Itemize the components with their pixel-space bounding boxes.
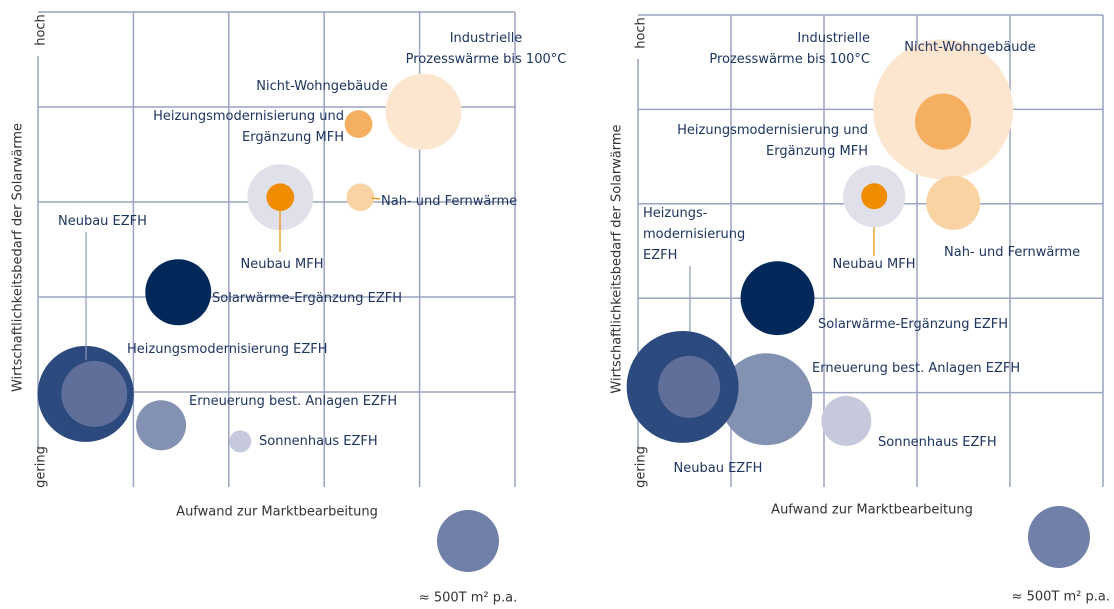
bubble bbox=[821, 395, 872, 446]
bubble bbox=[346, 183, 375, 212]
bubble-label: Solarwärme-Ergänzung EZFH bbox=[818, 317, 1008, 332]
bubble-label: Heizungsmodernisierung und Ergänzung MFH bbox=[153, 109, 344, 145]
bubble-label: Solarwärme-Ergänzung EZFH bbox=[212, 291, 402, 306]
bubble bbox=[658, 355, 721, 418]
leader-line bbox=[371, 197, 381, 200]
bubble-label: Heizungs-modernisierung EZFH bbox=[643, 206, 745, 263]
bubble bbox=[385, 73, 462, 150]
bubble bbox=[720, 353, 813, 446]
bubble-label: Neubau EZFH bbox=[58, 214, 147, 229]
bubble-label: Nicht-Wohngebäude bbox=[904, 40, 1035, 55]
bubble-label: Neubau MFH bbox=[240, 257, 323, 272]
bubble bbox=[266, 183, 295, 212]
bubble-label: Nah- und Fernwärme bbox=[381, 194, 517, 209]
bubble bbox=[344, 110, 373, 138]
bubble-label: Erneuerung best. Anlagen EZFH bbox=[189, 394, 397, 409]
y-high-label: hoch bbox=[634, 17, 649, 49]
bubble bbox=[926, 175, 981, 230]
bubble-label: Sonnenhaus EZFH bbox=[878, 435, 997, 450]
x-axis-label: Aufwand zur Marktbearbeitung bbox=[771, 503, 973, 518]
bubble-label: Erneuerung best. Anlagen EZFH bbox=[812, 361, 1020, 376]
bubble-label: Industrielle Prozesswärme bis 100°C bbox=[406, 31, 567, 67]
y-low-label: gering bbox=[634, 446, 649, 488]
y-axis-label: Wirtschaftlichkeitsbedarf der Solarwärme bbox=[11, 123, 26, 392]
y-low-label: gering bbox=[34, 446, 49, 488]
bubble bbox=[914, 93, 972, 150]
size-legend-bubble bbox=[437, 510, 499, 572]
bubble-label: Sonnenhaus EZFH bbox=[259, 434, 378, 449]
size-legend-label: ≈ 500T m² p.a. bbox=[419, 591, 517, 606]
bubble bbox=[136, 400, 187, 451]
size-legend-label: ≈ 500T m² p.a. bbox=[1012, 590, 1110, 605]
bubble bbox=[740, 261, 815, 336]
bubble bbox=[61, 360, 128, 427]
bubble bbox=[861, 183, 888, 210]
bubble bbox=[229, 430, 252, 453]
bubble-label: Heizungsmodernisierung und Ergänzung MFH bbox=[677, 123, 868, 159]
size-legend-bubble bbox=[1028, 506, 1090, 568]
x-axis-label: Aufwand zur Marktbearbeitung bbox=[176, 505, 378, 520]
y-axis-label: Wirtschaftlichkeitsbedarf der Solarwärme bbox=[610, 124, 625, 393]
bubble bbox=[145, 259, 212, 326]
bubble-label: Neubau EZFH bbox=[674, 461, 763, 476]
y-high-label: hoch bbox=[34, 14, 49, 46]
bubble-label: Heizungsmodernisierung EZFH bbox=[127, 342, 328, 357]
bubble-label: Nah- und Fernwärme bbox=[944, 245, 1080, 260]
bubble-label: Nicht-Wohngebäude bbox=[256, 79, 387, 94]
bubble-label: Neubau MFH bbox=[832, 257, 915, 272]
bubble-label: Industrielle Prozesswärme bis 100°C bbox=[709, 31, 870, 67]
